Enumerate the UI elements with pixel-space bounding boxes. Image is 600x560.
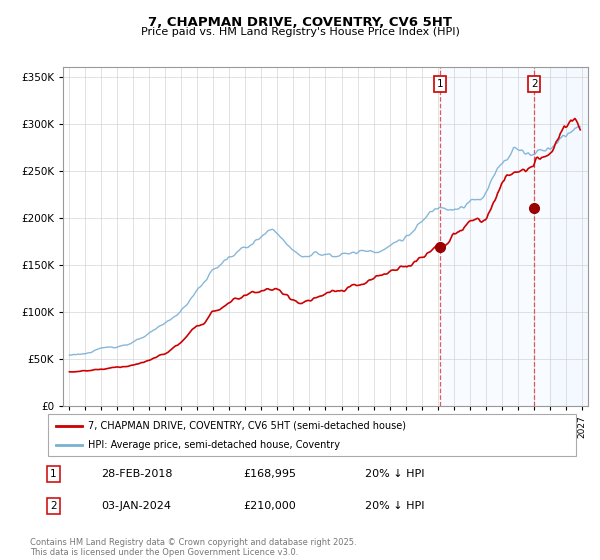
Text: 2: 2 — [531, 79, 538, 89]
Bar — [440, 67, 590, 406]
Text: 03-JAN-2024: 03-JAN-2024 — [101, 501, 171, 511]
Text: 20% ↓ HPI: 20% ↓ HPI — [365, 469, 424, 479]
Text: Price paid vs. HM Land Registry's House Price Index (HPI): Price paid vs. HM Land Registry's House … — [140, 27, 460, 37]
Text: £168,995: £168,995 — [244, 469, 296, 479]
Text: 1: 1 — [437, 79, 443, 89]
Bar — [550, 67, 590, 406]
Bar — [550, 67, 590, 406]
Text: 2: 2 — [50, 501, 56, 511]
Text: 20% ↓ HPI: 20% ↓ HPI — [365, 501, 424, 511]
Text: Contains HM Land Registry data © Crown copyright and database right 2025.
This d: Contains HM Land Registry data © Crown c… — [30, 538, 356, 557]
Text: 7, CHAPMAN DRIVE, COVENTRY, CV6 5HT (semi-detached house): 7, CHAPMAN DRIVE, COVENTRY, CV6 5HT (sem… — [88, 421, 406, 431]
Text: 1: 1 — [50, 469, 56, 479]
Text: 7, CHAPMAN DRIVE, COVENTRY, CV6 5HT: 7, CHAPMAN DRIVE, COVENTRY, CV6 5HT — [148, 16, 452, 29]
Text: HPI: Average price, semi-detached house, Coventry: HPI: Average price, semi-detached house,… — [88, 440, 340, 450]
Text: 28-FEB-2018: 28-FEB-2018 — [101, 469, 172, 479]
Text: £210,000: £210,000 — [244, 501, 296, 511]
